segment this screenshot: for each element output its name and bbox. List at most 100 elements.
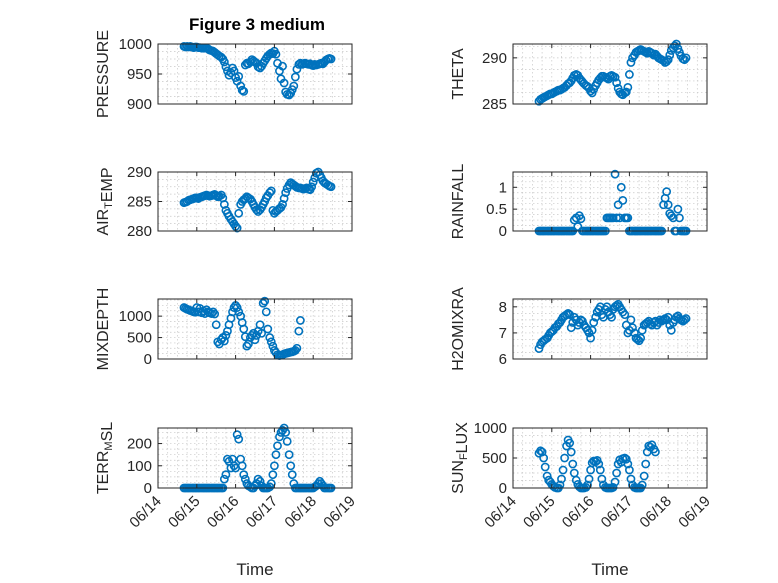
- x-tick-label: 06/16: [559, 493, 598, 532]
- y-axis-label-part: LUX: [454, 422, 471, 453]
- data-point: [537, 447, 547, 457]
- data-point: [563, 308, 573, 318]
- x-tick-label: 06/19: [675, 493, 714, 532]
- y-tick-label: 285: [482, 96, 507, 113]
- data-point: [621, 454, 631, 464]
- data-point: [239, 87, 249, 96]
- data-point: [255, 320, 265, 330]
- data-point: [595, 465, 605, 475]
- data-point: [637, 480, 647, 490]
- data-point: [211, 320, 221, 330]
- x-tick-label: 06/14: [126, 493, 165, 532]
- data-point: [584, 474, 594, 484]
- data-point: [271, 49, 281, 59]
- data-point: [234, 208, 244, 218]
- y-tick-label: 1: [499, 179, 507, 196]
- data-point: [219, 57, 229, 67]
- x-tick-label: 06/15: [165, 493, 204, 532]
- data-point: [229, 303, 239, 312]
- y-axis-label-part: MIXDEPTH: [95, 288, 112, 371]
- data-point: [208, 307, 218, 317]
- x-tick-label: 06/16: [204, 493, 243, 532]
- data-point: [221, 470, 231, 480]
- data-point: [237, 461, 247, 471]
- y-tick-label: 0: [499, 223, 507, 240]
- data-point: [607, 312, 616, 322]
- data-point: [565, 438, 575, 448]
- y-tick-label: 7: [499, 325, 507, 342]
- y-axis-label-part: SL: [99, 422, 116, 442]
- y-axis-label-part: RAINFALL: [450, 164, 467, 240]
- y-axis-label-part: F: [458, 453, 470, 460]
- axes-frame: [512, 171, 708, 232]
- data-point: [612, 468, 621, 478]
- x-tick-label: 06/18: [636, 493, 675, 532]
- data-point: [290, 346, 300, 355]
- x-axis-label: Time: [236, 560, 273, 579]
- y-tick-label: 290: [127, 164, 152, 181]
- y-axis-label-part: THETA: [450, 48, 467, 100]
- y-tick-label: 1000: [119, 36, 152, 53]
- data-point: [281, 428, 291, 437]
- axes-terr_msl: 0 100 200 06/14 06/15 06/16 06/17 06/18 06/19 TER…: [95, 422, 359, 579]
- data-point: [237, 85, 247, 95]
- data-point: [675, 213, 684, 223]
- data-point: [610, 72, 620, 82]
- y-tick-label: 0: [144, 351, 152, 368]
- x-tick-label: 06/19: [320, 493, 359, 532]
- x-tick-label: 06/14: [481, 493, 520, 532]
- data-point: [666, 211, 676, 221]
- data-point: [260, 296, 270, 306]
- data-point: [265, 188, 275, 198]
- data-point: [628, 323, 637, 333]
- data-point: [207, 309, 216, 318]
- data-point: [613, 200, 623, 210]
- y-axis-label: TERRMSL: [95, 422, 116, 494]
- data-point: [597, 474, 607, 484]
- y-axis-label: AIRTEMP: [95, 167, 116, 235]
- data-point: [626, 315, 636, 325]
- data-point: [266, 479, 276, 488]
- y-tick-label: 6: [499, 351, 507, 368]
- data-point: [252, 331, 261, 340]
- y-tick-label: 8: [499, 299, 507, 316]
- data-point: [536, 446, 545, 456]
- data-point: [650, 447, 660, 457]
- data-point: [292, 343, 302, 353]
- data-point: [621, 87, 631, 97]
- y-axis-label: RAINFALL: [450, 164, 467, 240]
- axes-frame: [512, 298, 708, 360]
- data-point: [680, 55, 689, 65]
- data-point: [663, 200, 673, 210]
- y-tick-label: 280: [127, 223, 152, 240]
- data-point: [573, 222, 583, 232]
- y-tick-label: 1000: [474, 420, 507, 437]
- data-point: [307, 182, 317, 192]
- data-point: [219, 474, 229, 484]
- data-point: [589, 318, 599, 327]
- data-point: [252, 205, 261, 215]
- data-point: [626, 474, 636, 484]
- data-point: [269, 461, 279, 471]
- data-point: [610, 477, 620, 487]
- data-point: [641, 459, 651, 469]
- data-point: [647, 440, 657, 450]
- axes-theta: 285 290 THETA: [450, 39, 708, 113]
- data-point: [308, 177, 318, 187]
- axes-frame: [512, 43, 708, 105]
- data-point: [612, 213, 621, 223]
- data-point: [326, 182, 336, 192]
- y-axis-label: THETA: [450, 48, 467, 100]
- y-axis-label-part: M: [103, 441, 115, 450]
- data-point: [578, 316, 587, 326]
- data-point: [555, 480, 565, 490]
- data-point: [210, 309, 220, 319]
- data-point: [663, 55, 673, 65]
- data-point: [586, 333, 595, 343]
- data-point: [219, 336, 229, 346]
- y-axis-label-part: T: [103, 202, 115, 209]
- y-tick-label: 0: [144, 480, 152, 497]
- data-point: [539, 453, 549, 463]
- data-point: [680, 315, 689, 325]
- data-point: [608, 482, 618, 492]
